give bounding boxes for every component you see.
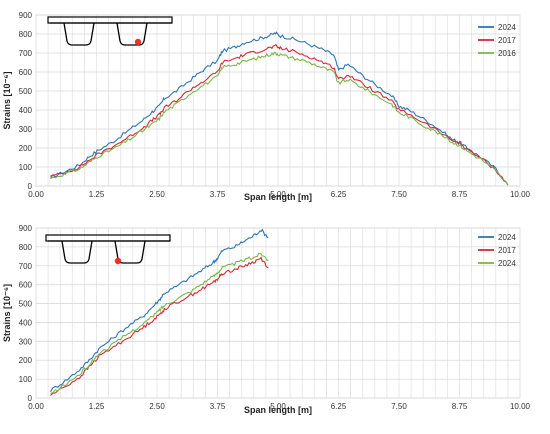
series-line-2024 [50, 31, 509, 186]
series-line-2024 [50, 228, 269, 392]
x-tick-label: 8.75 [452, 402, 468, 411]
y-tick-label: 900 [19, 224, 33, 233]
y-tick-label: 100 [19, 375, 33, 384]
y-tick-label: 0 [28, 182, 33, 191]
x-axis-title: Span length [m] [244, 192, 312, 202]
x-tick-label: 1.25 [89, 402, 105, 411]
series-line-2024 [50, 252, 269, 395]
y-tick-label: 500 [19, 300, 33, 309]
y-tick-label: 600 [19, 68, 33, 77]
y-tick-label: 700 [19, 49, 33, 58]
y-tick-label: 200 [19, 144, 33, 153]
sensor-marker [134, 38, 142, 46]
legend-label: 2024 [498, 259, 516, 268]
x-tick-label: 3.75 [210, 402, 226, 411]
bridge-section-inset-1 [47, 16, 173, 46]
x-tick-label: 10.00 [510, 190, 531, 199]
y-axis-title: Strains [10⁻⁶] [2, 72, 12, 130]
y-tick-label: 800 [19, 30, 33, 39]
y-tick-label: 100 [19, 163, 33, 172]
x-tick-label: 0.00 [28, 402, 44, 411]
legend-label: 2016 [498, 49, 516, 58]
y-tick-label: 700 [19, 262, 33, 271]
x-tick-label: 1.25 [89, 190, 105, 199]
y-axis-title: Strains [10⁻⁶] [2, 284, 12, 342]
chart-2: 0 100 200 300 400 500 600 700 800 900 0.00 1.25 2.50… [2, 224, 531, 415]
y-tick-label: 200 [19, 356, 33, 365]
x-tick-label: 6.25 [331, 402, 347, 411]
y-tick-label: 300 [19, 337, 33, 346]
x-tick-label: 8.75 [452, 190, 468, 199]
x-tick-label: 5.00 [270, 402, 286, 411]
x-tick-label: 2.50 [149, 190, 165, 199]
bridge-section-inset-2 [45, 234, 171, 265]
u-girder [63, 22, 95, 46]
x-tick-label: 6.25 [331, 190, 347, 199]
u-girder [116, 22, 148, 46]
y-tick-label: 300 [19, 125, 33, 134]
x-tick-label: 5.00 [270, 190, 286, 199]
legend-label: 2017 [498, 36, 516, 45]
x-axis-title: Span length [m] [244, 405, 312, 415]
x-tick-label: 0.00 [28, 190, 44, 199]
x-tick-label: 7.50 [391, 402, 407, 411]
legend-label: 2024 [498, 233, 516, 242]
chart-1: 0 100 200 300 400 500 600 700 800 900 0.00 1.25 2.50… [2, 11, 531, 202]
x-tick-label: 2.50 [149, 402, 165, 411]
u-girder [61, 240, 93, 264]
y-tick-label: 600 [19, 281, 33, 290]
legend-label: 2024 [498, 23, 516, 32]
x-tick-label: 3.75 [210, 190, 226, 199]
y-tick-label: 400 [19, 106, 33, 115]
sensor-marker [114, 257, 122, 265]
legend-label: 2017 [498, 246, 516, 255]
y-tick-label: 400 [19, 318, 33, 327]
y-tick-label: 500 [19, 87, 33, 96]
y-tick-label: 800 [19, 243, 33, 252]
x-tick-label: 7.50 [391, 190, 407, 199]
x-tick-label: 10.00 [510, 402, 531, 411]
series-line-2016 [50, 51, 509, 186]
y-tick-label: 0 [28, 394, 33, 403]
y-tick-label: 900 [19, 11, 33, 20]
